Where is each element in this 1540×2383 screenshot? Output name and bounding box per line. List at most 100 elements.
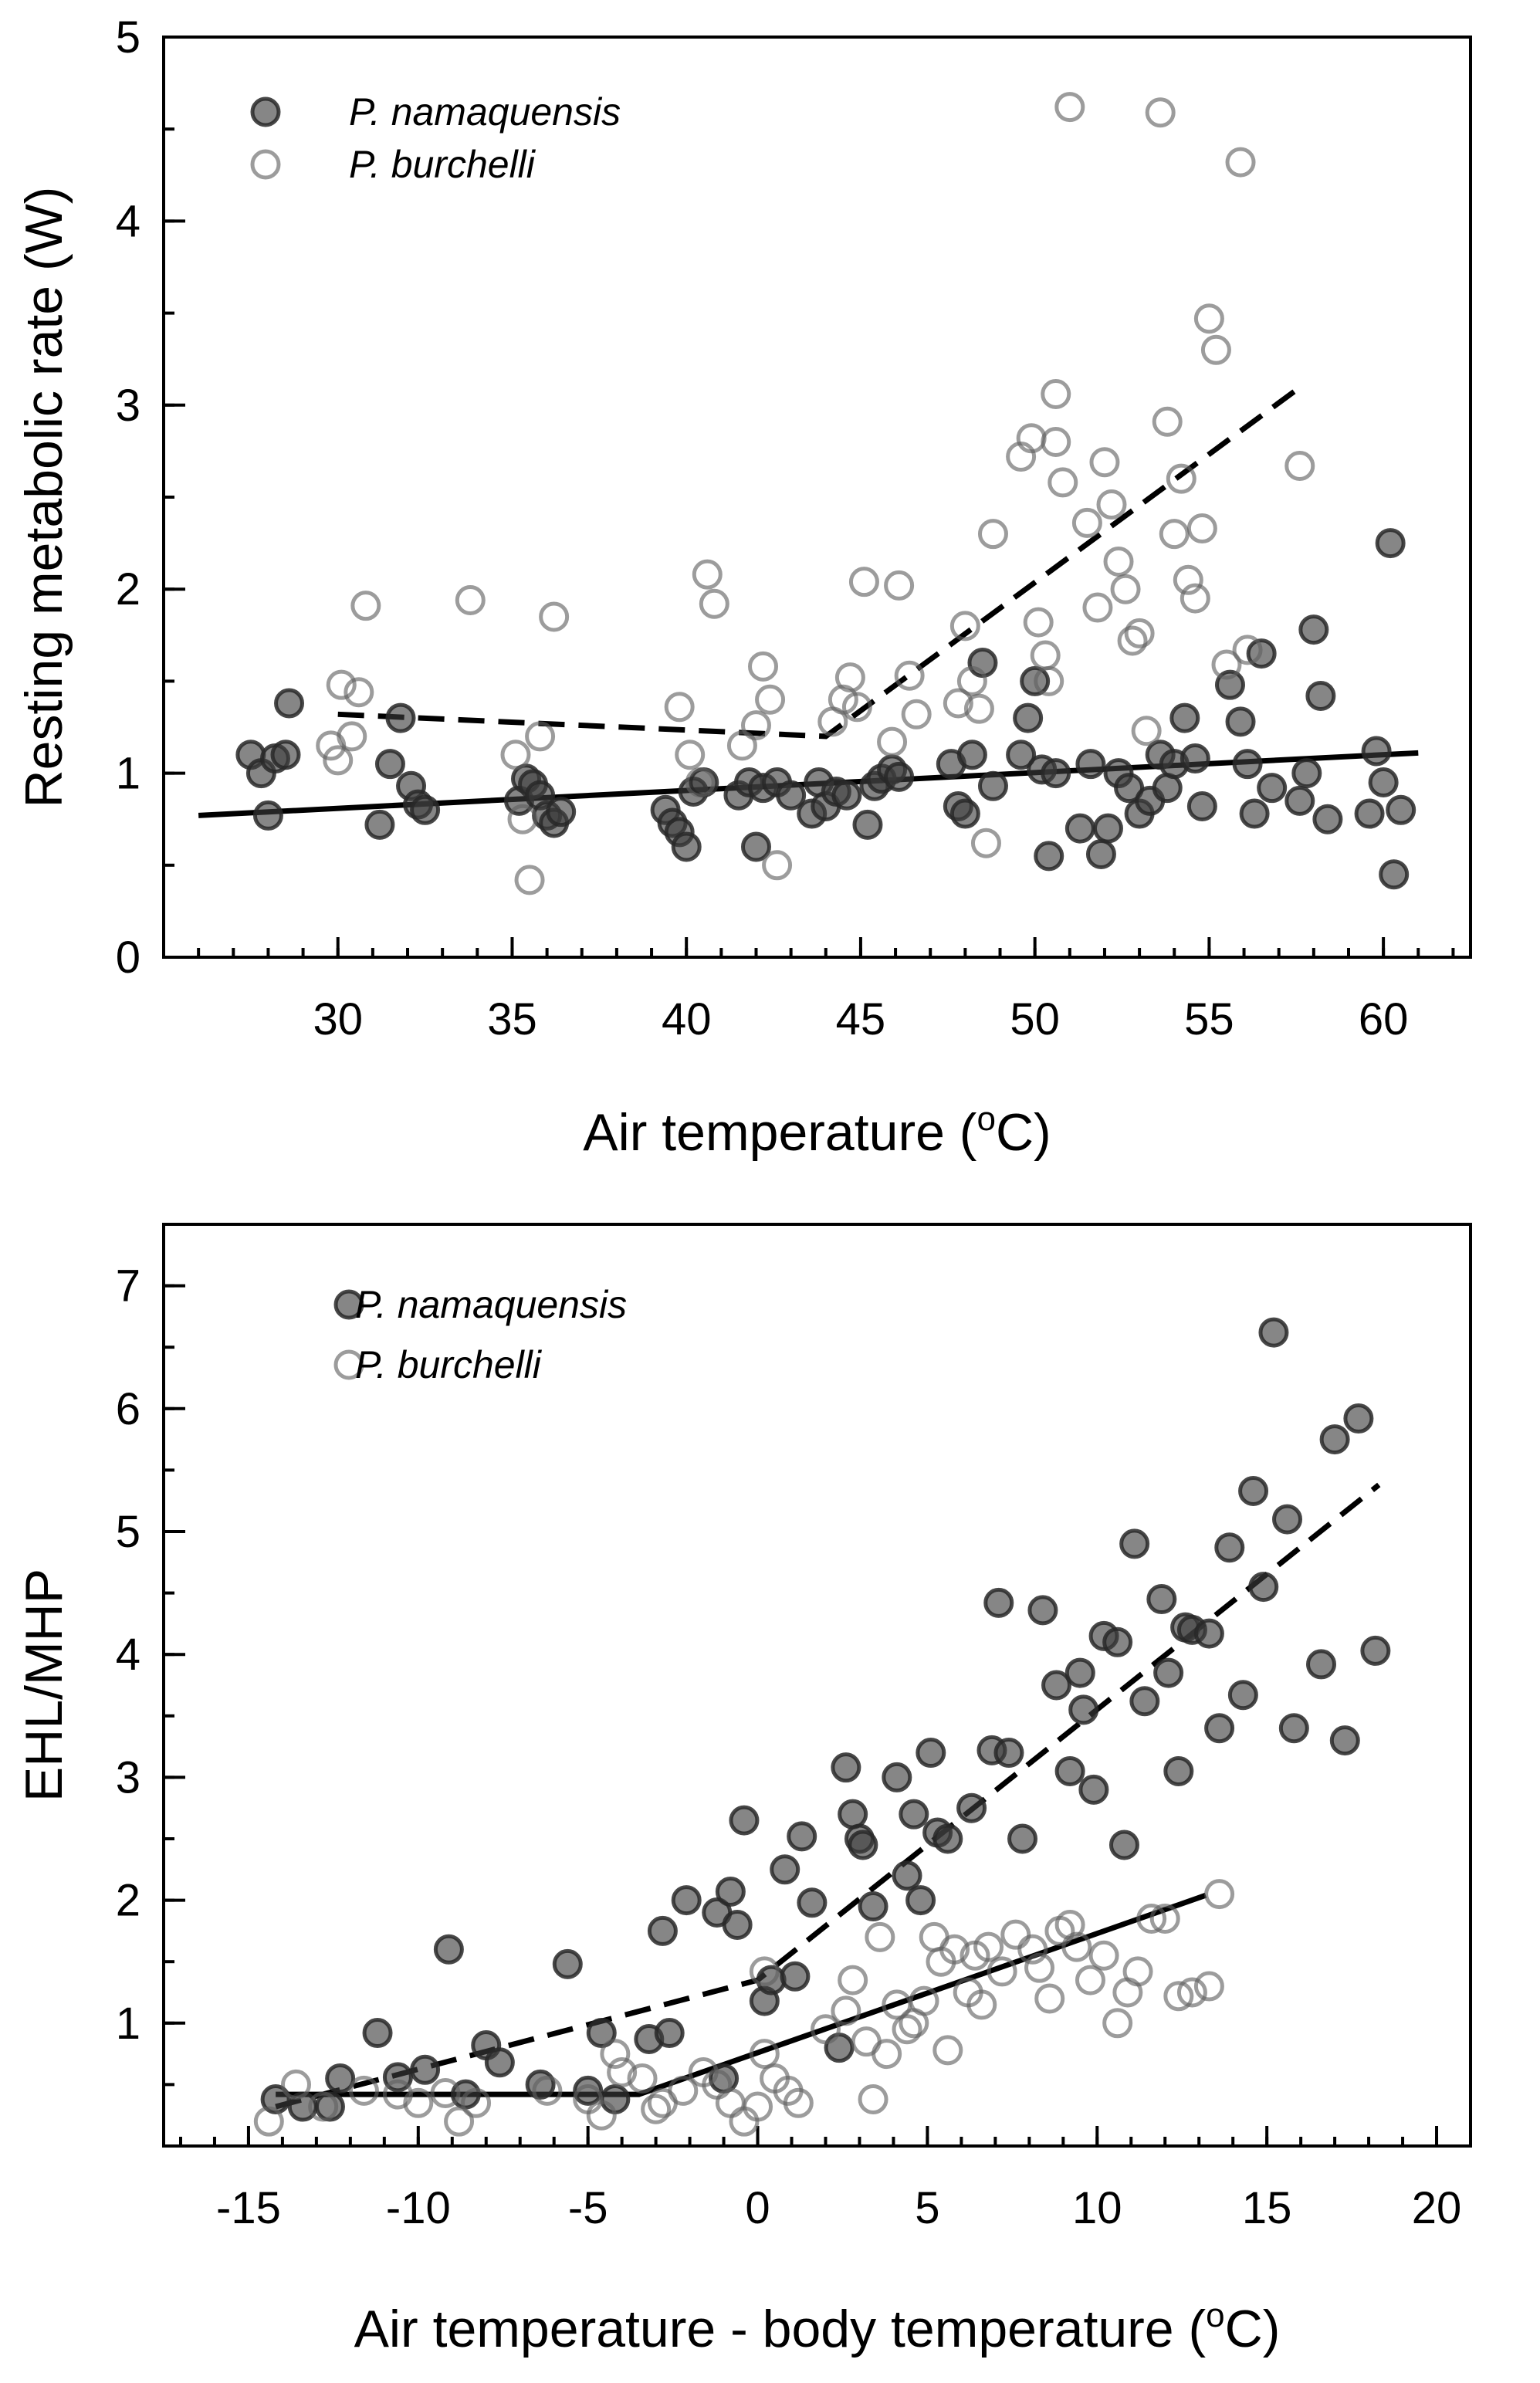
x-axis-title: Air temperature - body temperature (oC): [354, 2297, 1281, 2358]
point-burchelli: [514, 865, 545, 895]
point-burchelli: [748, 651, 779, 682]
point-burchelli: [1186, 513, 1217, 544]
point-burchelli: [841, 692, 872, 723]
point-namaquensis: [362, 2018, 393, 2049]
point-burchelli: [783, 2087, 814, 2118]
point-namaquensis: [993, 1738, 1024, 1769]
point-burchelli: [743, 2091, 773, 2122]
point-burchelli: [939, 1934, 970, 1965]
legend-marker-filled: [250, 96, 281, 127]
point-namaquensis: [1180, 743, 1210, 774]
point-namaquensis: [1027, 1595, 1058, 1626]
point-burchelli: [973, 1931, 1004, 1962]
point-namaquensis: [1278, 1713, 1309, 1744]
point-burchelli: [1071, 507, 1102, 538]
point-burchelli: [403, 2087, 434, 2118]
point-burchelli: [1225, 147, 1256, 178]
point-burchelli: [692, 559, 723, 590]
point-burchelli: [532, 2075, 563, 2106]
point-namaquensis: [1169, 702, 1200, 733]
y-tick-label: 1: [116, 1999, 140, 2049]
point-burchelli: [1284, 450, 1315, 481]
point-burchelli: [500, 740, 531, 770]
point-burchelli: [1180, 583, 1210, 614]
point-burchelli: [1152, 406, 1183, 437]
point-burchelli: [455, 585, 486, 616]
point-namaquensis: [385, 702, 416, 733]
point-namaquensis: [274, 688, 305, 719]
point-namaquensis: [1284, 785, 1315, 816]
point-burchelli: [1131, 716, 1162, 746]
legend-marker-open: [333, 1349, 364, 1380]
point-namaquensis: [1102, 1626, 1133, 1657]
x-axis-title-main: Air temperature - body temperature (: [354, 2300, 1207, 2358]
y-axis-title: Resting metabolic rate (W): [15, 187, 73, 808]
point-namaquensis: [1379, 859, 1410, 890]
point-burchelli: [901, 699, 932, 729]
point-namaquensis: [1007, 1823, 1038, 1854]
point-burchelli: [685, 767, 716, 798]
point-burchelli: [444, 2106, 475, 2137]
point-namaquensis: [899, 1799, 929, 1830]
point-namaquensis: [884, 761, 915, 792]
y-tick-label: 6: [116, 1384, 140, 1434]
point-namaquensis: [770, 1854, 800, 1885]
point-namaquensis: [831, 780, 862, 811]
point-burchelli: [507, 804, 538, 834]
point-burchelli: [1193, 1971, 1224, 2002]
point-burchelli: [740, 710, 771, 741]
point-burchelli: [1041, 426, 1071, 457]
point-namaquensis: [671, 831, 702, 862]
point-namaquensis: [1108, 1830, 1139, 1860]
point-burchelli: [1204, 1879, 1235, 1910]
point-burchelli: [1024, 1952, 1055, 1983]
point-namaquensis: [932, 1823, 963, 1854]
point-namaquensis: [956, 1792, 987, 1823]
point-namaquensis: [1298, 614, 1329, 645]
point-namaquensis: [722, 1909, 753, 1940]
point-namaquensis: [364, 809, 395, 840]
legend-marker-filled: [333, 1289, 364, 1320]
point-namaquensis: [1085, 838, 1116, 869]
point-burchelli: [1200, 334, 1231, 365]
point-burchelli: [1124, 618, 1155, 648]
x-tick-label: 50: [1010, 994, 1060, 1044]
point-namaquensis: [546, 797, 577, 828]
point-burchelli: [943, 688, 973, 719]
y-tick-label: 0: [116, 933, 140, 983]
point-burchelli: [1232, 635, 1263, 665]
point-burchelli: [641, 2094, 672, 2124]
x-tick-label: 40: [662, 994, 712, 1044]
y-tick-label: 4: [116, 196, 140, 246]
legend-label: P. namaquensis: [355, 1283, 627, 1326]
point-burchelli: [607, 2056, 638, 2087]
point-namaquensis: [1272, 1504, 1303, 1535]
point-burchelli: [1117, 625, 1148, 656]
point-namaquensis: [905, 1885, 936, 1916]
x-tick-label: 60: [1359, 994, 1409, 1044]
point-namaquensis: [600, 2084, 631, 2115]
point-namaquensis: [956, 740, 987, 770]
point-burchelli: [838, 1965, 868, 1995]
point-burchelli: [1096, 489, 1127, 520]
point-namaquensis: [740, 831, 771, 862]
x-tick-label: -5: [568, 2183, 608, 2233]
point-burchelli: [600, 2039, 631, 2070]
point-burchelli: [1034, 1983, 1065, 2014]
point-burchelli: [1075, 1965, 1105, 1995]
x-tick-label: 20: [1412, 2183, 1462, 2233]
point-namaquensis: [552, 1948, 583, 1979]
point-burchelli: [586, 2100, 617, 2131]
point-burchelli: [1173, 564, 1203, 595]
point-burchelli: [668, 2075, 699, 2106]
point-namaquensis: [1041, 758, 1071, 789]
point-burchelli: [280, 2069, 311, 2100]
point-namaquensis: [787, 1821, 817, 1852]
point-burchelli: [1034, 665, 1064, 696]
point-burchelli: [1193, 303, 1224, 334]
point-burchelli: [749, 1956, 780, 1987]
point-burchelli: [1082, 592, 1113, 623]
point-namaquensis: [1225, 706, 1256, 737]
point-burchelli: [664, 692, 695, 723]
